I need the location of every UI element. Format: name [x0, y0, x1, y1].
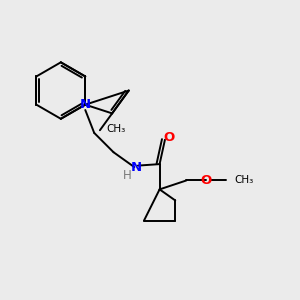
Text: N: N [80, 98, 91, 111]
Text: CH₃: CH₃ [106, 124, 126, 134]
Text: N: N [130, 160, 141, 174]
Text: O: O [163, 131, 174, 144]
Text: H: H [122, 169, 131, 182]
Text: CH₃: CH₃ [235, 176, 254, 185]
Text: O: O [201, 174, 212, 187]
